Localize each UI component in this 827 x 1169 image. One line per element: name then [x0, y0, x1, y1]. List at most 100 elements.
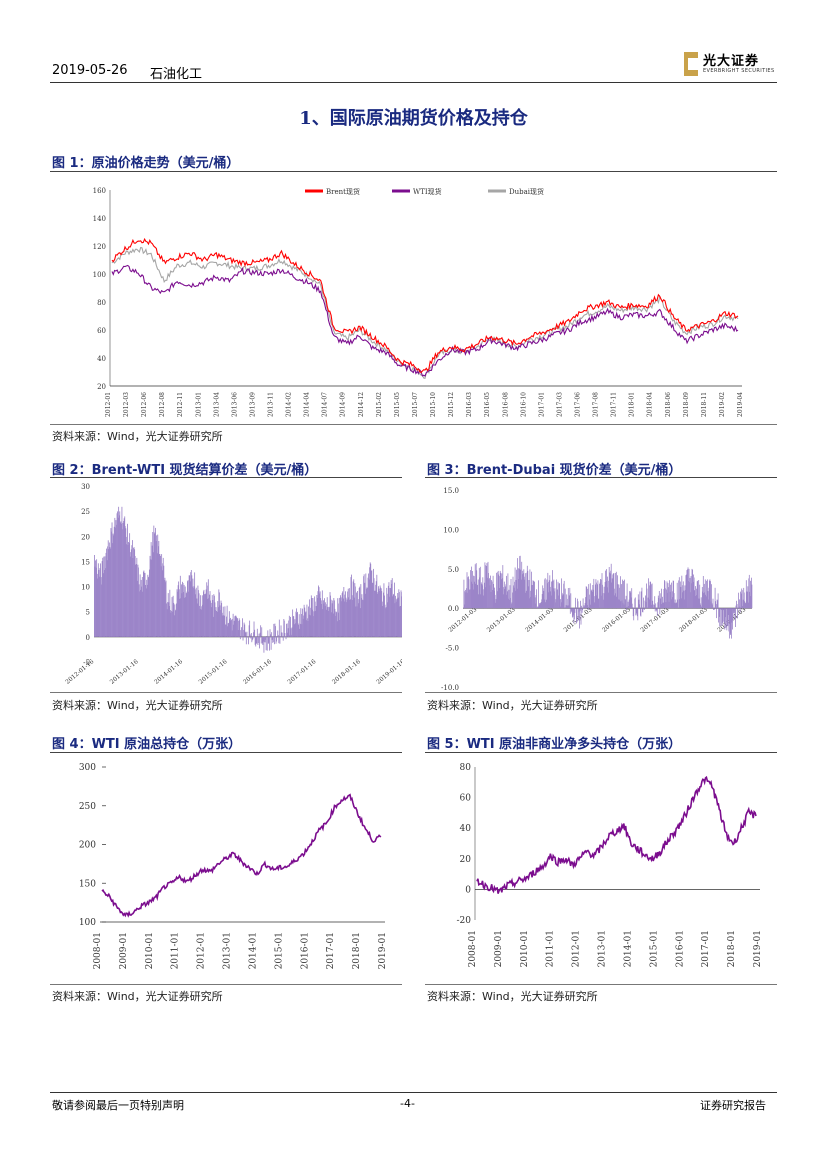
area-bar [523, 569, 525, 609]
area-bar [477, 579, 479, 609]
fig5-source-rule [425, 984, 777, 985]
area-bar [540, 602, 542, 609]
x-tick-label: 2018-01-16 [331, 658, 362, 686]
area-bar [195, 587, 197, 637]
area-bar [319, 593, 320, 637]
area-bar [394, 603, 396, 637]
area-bar [659, 598, 661, 609]
y-tick-label: 20 [460, 855, 472, 865]
area-bar [326, 604, 328, 637]
x-tick-label: 2015-01 [649, 930, 659, 967]
area-bar [534, 582, 535, 609]
area-bar [498, 574, 500, 609]
area-bar [559, 606, 561, 609]
x-tick-label: 2009-01 [119, 932, 129, 969]
area-bar [555, 602, 556, 609]
area-bar [260, 636, 262, 644]
area-bar [167, 602, 169, 637]
area-bar [123, 518, 125, 637]
area-bar [100, 577, 102, 637]
area-bar [113, 526, 115, 637]
area-bar [715, 604, 717, 609]
area-bar [480, 582, 482, 609]
area-bar [129, 533, 131, 637]
area-bar [465, 589, 466, 609]
area-bar [331, 603, 333, 637]
y-tick-label: 150 [79, 879, 96, 889]
area-bar [587, 608, 589, 610]
area-bar [556, 579, 557, 609]
area-bar [351, 595, 353, 637]
area-bar [334, 608, 336, 637]
area-bar [663, 589, 665, 609]
area-bar [617, 584, 619, 609]
area-bar [352, 600, 354, 637]
area-bar [518, 568, 520, 609]
area-bar [307, 618, 308, 637]
area-bar [188, 575, 190, 637]
area-bar [550, 591, 551, 609]
area-bar [181, 593, 183, 637]
area-bar [132, 558, 134, 637]
y-tick-label: 140 [93, 215, 106, 223]
area-bar [536, 607, 538, 609]
area-bar [144, 572, 145, 637]
fig2-top-rule [50, 477, 402, 478]
area-bar [309, 599, 311, 637]
area-bar [217, 601, 219, 637]
area-bar [214, 602, 216, 637]
area-bar [484, 562, 486, 609]
area-bar [568, 605, 570, 609]
area-bar [245, 636, 247, 645]
area-bar [176, 603, 177, 637]
area-bar [400, 590, 402, 637]
area-bar [750, 596, 752, 609]
area-bar [649, 599, 651, 609]
area-bar [288, 615, 290, 637]
area-bar [697, 580, 699, 609]
area-bar [172, 595, 174, 637]
area-bar [314, 596, 316, 637]
area-bar [608, 592, 610, 609]
area-bar [256, 628, 258, 637]
area-bar [206, 582, 208, 637]
area-bar [158, 541, 160, 637]
area-bar [154, 532, 156, 637]
area-bar [634, 598, 636, 609]
area-bar [380, 587, 382, 637]
area-bar [301, 614, 302, 637]
area-bar [305, 611, 307, 637]
area-bar [396, 599, 398, 637]
area-bar [96, 559, 98, 637]
area-bar [550, 586, 552, 609]
area-bar [185, 593, 187, 637]
area-bar [196, 603, 198, 637]
area-bar [226, 616, 227, 637]
area-bar [293, 624, 295, 637]
area-bar [192, 586, 193, 637]
area-bar [666, 581, 668, 609]
area-bar [286, 623, 287, 637]
area-bar [278, 636, 280, 644]
area-bar [168, 606, 170, 637]
area-bar [523, 579, 525, 609]
area-bar [589, 583, 591, 609]
area-bar [712, 604, 713, 609]
area-bar [623, 580, 624, 609]
area-bar [362, 600, 364, 637]
area-bar [555, 599, 557, 609]
area-bar [640, 608, 641, 616]
area-bar [211, 607, 213, 637]
area-bar [177, 591, 178, 637]
area-bar [243, 622, 245, 637]
area-bar [519, 556, 521, 609]
fig2-title: 图 2：Brent-WTI 现货结算价差（美元/桶） [52, 463, 318, 478]
area-bar [493, 584, 495, 609]
area-bar [621, 584, 622, 609]
area-bar [613, 588, 615, 609]
area-bar [364, 582, 366, 637]
area-bar [702, 576, 704, 609]
area-bar [691, 583, 692, 609]
area-bar [471, 583, 473, 609]
